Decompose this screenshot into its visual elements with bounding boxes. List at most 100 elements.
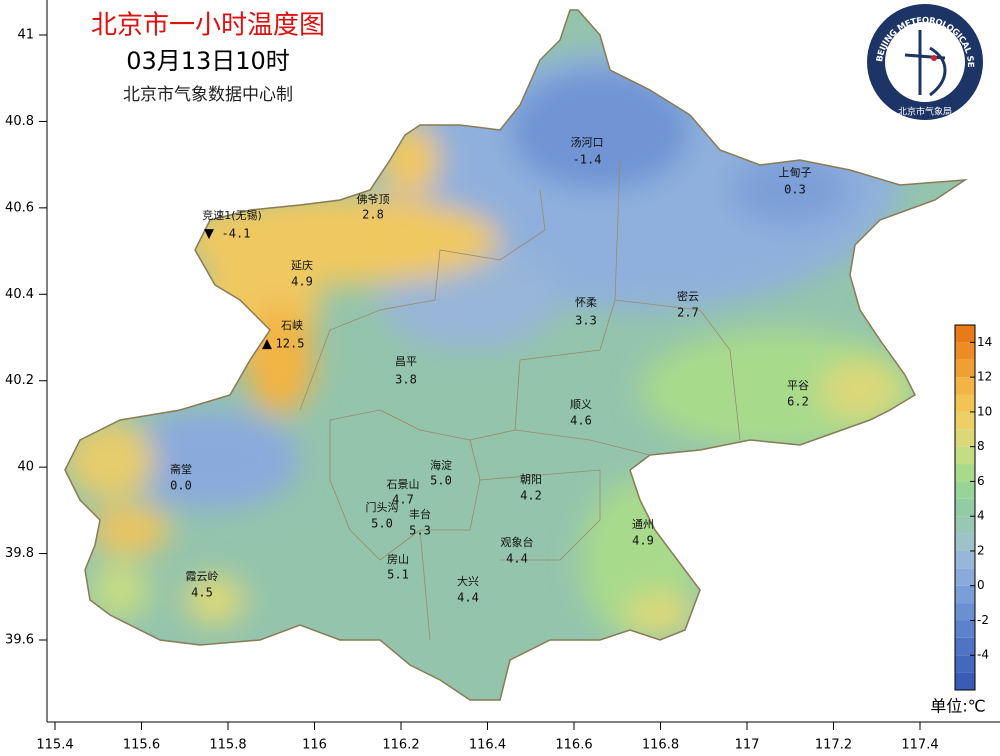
district-borders [299, 159, 741, 641]
station-value: 5.0 [430, 474, 452, 488]
map-producer: 北京市气象数据中心制 [123, 85, 293, 105]
y-tick-label: 40.4 [5, 287, 34, 302]
x-tick-label: 116.8 [642, 738, 679, 753]
station-name: 怀柔 [575, 296, 597, 309]
colorbar-segment [955, 672, 975, 690]
y-tick-label: 40.2 [5, 373, 34, 388]
station-name: 大兴 [457, 574, 479, 588]
station-value: 0.3 [784, 183, 806, 197]
colorbar-tick-label: 6 [977, 474, 985, 488]
station-value: 4.5 [191, 586, 213, 600]
unit-label: 单位:℃ [930, 697, 985, 716]
map-time: 03月13日10时 [126, 47, 290, 75]
station-name: 延庆 [291, 258, 313, 272]
station-value: -4.1 [222, 227, 251, 241]
colorbar-segment [955, 481, 975, 499]
y-tick-label: 39.6 [5, 633, 34, 648]
colorbar-segment [955, 585, 975, 604]
station-name: 石景山 [387, 478, 420, 491]
x-tick-label: 116.4 [469, 738, 506, 753]
colorbar-segment [955, 359, 975, 378]
axis-frame [46, 0, 1000, 723]
colorbar-tick-label: 2 [977, 543, 985, 557]
colorbar-segment [955, 533, 975, 551]
station-value: 6.2 [787, 395, 809, 409]
station-value: 4.4 [457, 591, 479, 605]
station-name: 房山 [387, 553, 409, 566]
colorbar-tick-label: 12 [977, 370, 992, 384]
map-title: 北京市一小时温度图 [91, 11, 325, 41]
colorbar-segment [955, 655, 975, 673]
y-tick-label: 39.8 [5, 546, 34, 561]
colorbar-tick-label: 0 [977, 578, 985, 592]
colorbar-segment [955, 464, 975, 482]
colorbar-segment [955, 394, 975, 412]
station-marker: ▼ [204, 227, 214, 242]
station-name: 观象台 [501, 535, 534, 549]
x-tick-label: 116.2 [382, 738, 419, 753]
colorbar-segment [955, 620, 975, 638]
colorbar-frame [954, 324, 976, 691]
x-tick-label: 115.6 [123, 738, 160, 753]
y-tick-label: 40.6 [5, 200, 34, 215]
x-tick-label: 117 [735, 738, 760, 753]
x-tick-label: 116 [302, 738, 327, 753]
y-tick-label: 41 [17, 28, 34, 43]
station-name: 朝阳 [520, 473, 542, 486]
station-name: 竞速1(无锡) [202, 208, 262, 222]
station-value: 2.7 [677, 306, 699, 320]
station-name: 汤河口 [571, 135, 604, 149]
station-value: 5.3 [409, 524, 431, 538]
station-value: 4.2 [520, 489, 542, 503]
x-tick-label: 117.4 [901, 738, 938, 753]
station-name: 斋堂 [170, 462, 192, 476]
colorbar-tick-label: 4 [977, 509, 985, 523]
y-tick-label: 40 [17, 460, 34, 475]
colorbar-segment [955, 637, 975, 656]
station-value: 4.9 [291, 275, 313, 289]
colorbar-segment [955, 377, 975, 395]
colorbar-tick-label: -2 [977, 613, 989, 627]
station-name: 顺义 [570, 398, 592, 411]
logo-name: 北京市气象局 [898, 106, 952, 118]
station-value: 2.8 [362, 208, 384, 222]
station-value: 5.1 [387, 568, 409, 582]
station-name: 佛爷顶 [357, 192, 390, 206]
colorbar-segment [955, 429, 975, 447]
station-value: 4.4 [506, 552, 528, 566]
station-name: 通州 [632, 518, 654, 531]
x-tick-label: 116.6 [555, 738, 592, 753]
station-value: 4.6 [570, 414, 592, 428]
station-name: 上甸子 [779, 166, 812, 179]
colorbar-tick-label: 14 [977, 335, 992, 349]
x-tick-label: 115.4 [36, 738, 73, 753]
station-name: 霞云岭 [186, 569, 219, 583]
station-value: 4.9 [632, 534, 654, 548]
colorbar-tick-label: 10 [977, 404, 992, 418]
colorbar-tick-label: -4 [977, 648, 989, 662]
colorbar-segment [955, 516, 975, 534]
colorbar-segment [955, 325, 975, 343]
station-name: 石峡 [281, 318, 303, 332]
station-name: 海淀 [430, 458, 452, 472]
station-value: 3.3 [575, 314, 597, 328]
station-value: 5.0 [371, 517, 393, 531]
colorbar-segment [955, 498, 975, 517]
station-name: 密云 [677, 289, 699, 303]
colorbar-segment [955, 411, 975, 430]
colorbar-segment [955, 342, 975, 360]
colorbar-segment [955, 603, 975, 621]
station-name: 门头沟 [366, 500, 399, 514]
station-value: -1.4 [573, 153, 602, 167]
station-marker: ▲ [262, 337, 272, 352]
colorbar-segment [955, 550, 975, 569]
station-value: 4.7 [392, 493, 414, 507]
colorbar-segment [955, 446, 975, 465]
x-tick-label: 115.8 [209, 738, 246, 753]
station-value: 12.5 [276, 337, 305, 351]
station-name: 平谷 [787, 379, 809, 392]
x-tick-label: 117.2 [815, 738, 852, 753]
colorbar-segment [955, 568, 975, 586]
